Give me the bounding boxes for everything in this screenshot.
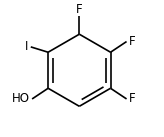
Text: F: F xyxy=(129,92,136,105)
Text: I: I xyxy=(25,40,28,53)
Text: HO: HO xyxy=(11,92,29,105)
Text: F: F xyxy=(76,2,83,15)
Text: F: F xyxy=(129,35,136,48)
